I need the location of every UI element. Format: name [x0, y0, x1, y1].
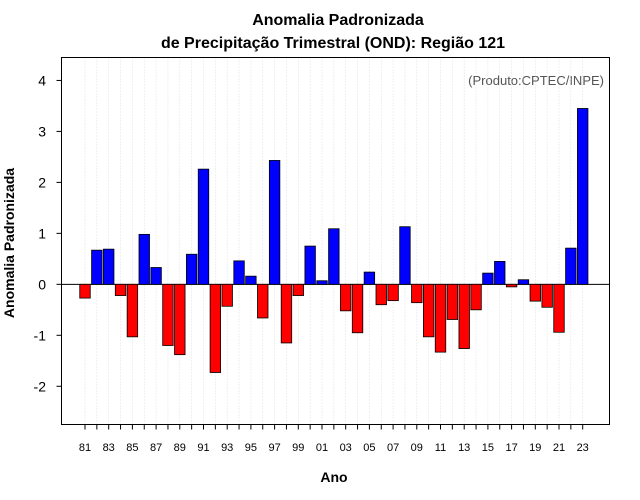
- bar-22: [565, 247, 577, 285]
- bar-15: [482, 272, 494, 285]
- y-axis: -2 -1 0 1 2 3 4: [34, 72, 62, 394]
- x-tick-label: 95: [245, 442, 257, 454]
- bar-01: [316, 280, 328, 285]
- bar-85: [126, 283, 139, 338]
- bar-18: [517, 279, 530, 285]
- plot-frame: [61, 57, 610, 425]
- x-tick-label: 15: [482, 442, 494, 454]
- bars-layer: [79, 108, 589, 373]
- x-tick-label: 17: [505, 442, 517, 454]
- bar-20: [541, 283, 553, 308]
- x-tick-label: 91: [197, 442, 209, 454]
- bar-05: [363, 271, 376, 285]
- x-tick-label: 03: [340, 442, 352, 454]
- x-tick-label: 01: [316, 442, 328, 454]
- bar-07: [387, 283, 399, 302]
- bar-12: [446, 283, 459, 320]
- credit-text: (Produto:CPTEC/INPE): [468, 73, 604, 88]
- bar-16: [494, 260, 506, 285]
- y-tick-label: -1: [34, 327, 47, 343]
- x-tick-label: 81: [79, 442, 91, 454]
- bar-92: [209, 283, 222, 373]
- y-axis-label: Anomalia Padronizada: [1, 168, 17, 318]
- bar-81: [79, 283, 91, 299]
- y-tick-label: 0: [38, 276, 46, 292]
- x-tick-label: 09: [411, 442, 423, 454]
- y-tick-label: 3: [38, 123, 46, 139]
- bar-82: [91, 249, 103, 285]
- bar-91: [197, 168, 210, 285]
- bar-90: [185, 253, 198, 285]
- x-tick-label: 97: [268, 442, 280, 454]
- bar-09: [411, 283, 423, 304]
- x-tick-label: 07: [387, 442, 399, 454]
- bar-94: [233, 260, 245, 285]
- x-axis: 81 83 85 87 89 91 93 95 97 99 01 03 05 07 09 11 13 15 17 19…: [79, 424, 589, 454]
- bar-99: [292, 283, 304, 296]
- x-axis-label: Ano: [320, 469, 347, 485]
- y-tick-label: 4: [38, 72, 46, 88]
- bar-02: [328, 228, 340, 285]
- bar-83: [103, 248, 115, 285]
- x-tick-label: 99: [292, 442, 304, 454]
- x-tick-label: 87: [150, 442, 162, 454]
- bar-03: [340, 283, 352, 312]
- x-tick-label: 89: [174, 442, 186, 454]
- bar-96: [257, 283, 269, 319]
- bar-10: [422, 283, 435, 338]
- y-tick-label: 1: [38, 225, 46, 241]
- chart-subtitle: de Precipitação Trimestral (OND): Região…: [161, 35, 505, 52]
- bar-19: [529, 283, 541, 302]
- x-tick-label: 23: [577, 442, 589, 454]
- x-tick-label: 19: [529, 442, 541, 454]
- bar-14: [470, 283, 482, 311]
- bar-04: [351, 283, 364, 334]
- x-tick-label: 05: [363, 442, 375, 454]
- bar-95: [245, 275, 257, 285]
- x-tick-label: 11: [435, 442, 446, 454]
- bar-23: [577, 108, 589, 285]
- bar-13: [458, 283, 470, 349]
- x-tick-label: 83: [103, 442, 115, 454]
- bar-89: [174, 283, 186, 356]
- bar-06: [375, 283, 387, 306]
- x-tick-label: 13: [458, 442, 470, 454]
- chart-title: Anomalia Padronizada: [252, 12, 424, 29]
- bar-00: [304, 245, 316, 285]
- y-tick-label: 2: [38, 174, 46, 190]
- bar-87: [150, 267, 162, 285]
- bar-88: [162, 283, 174, 346]
- y-tick-label: -2: [34, 378, 47, 394]
- bar-97: [268, 160, 281, 285]
- x-tick-label: 93: [221, 442, 233, 454]
- bar-86: [138, 233, 150, 285]
- x-tick-label: 21: [553, 442, 565, 454]
- bar-84: [114, 283, 127, 296]
- bar-11: [434, 283, 447, 353]
- bar-21: [553, 283, 565, 333]
- bar-98: [280, 283, 293, 344]
- bar-17: [505, 283, 518, 288]
- bar-93: [221, 283, 233, 307]
- x-tick-label: 85: [126, 442, 138, 454]
- bar-08: [399, 226, 411, 285]
